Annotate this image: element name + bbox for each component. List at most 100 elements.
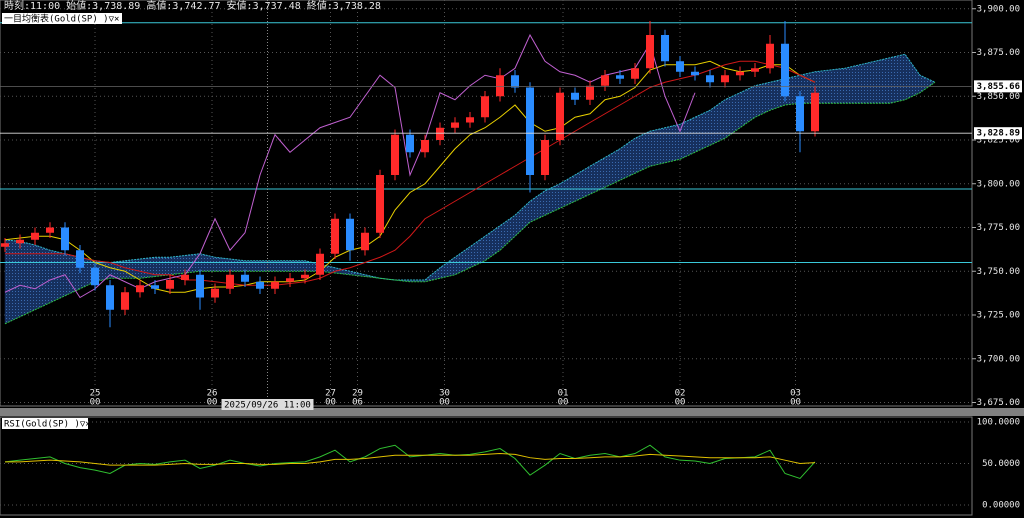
candle-body bbox=[16, 239, 24, 244]
candle-body bbox=[151, 285, 159, 289]
candle-body bbox=[181, 274, 189, 280]
candle-body bbox=[631, 68, 639, 79]
candle-body bbox=[556, 92, 564, 140]
y-tick-label: 100.0000 bbox=[977, 418, 1020, 428]
y-tick-label: 3,750.00 bbox=[977, 267, 1020, 277]
candle-body bbox=[46, 227, 54, 233]
cloud bbox=[829, 67, 846, 104]
y-tick-label: 3,700.00 bbox=[977, 354, 1020, 364]
x-tick-label: 26 bbox=[207, 389, 218, 399]
candle-body bbox=[196, 274, 204, 298]
candle-body bbox=[781, 43, 789, 97]
cloud bbox=[664, 123, 681, 164]
candle-body bbox=[166, 280, 174, 289]
cloud bbox=[4, 239, 21, 325]
crosshair-label-bg bbox=[221, 399, 314, 410]
candle-body bbox=[241, 274, 249, 282]
candle-body bbox=[601, 75, 609, 86]
candle-body bbox=[751, 68, 759, 72]
candle-body bbox=[421, 140, 429, 153]
candle-body bbox=[586, 85, 594, 100]
x-tick-label: 00 bbox=[90, 398, 101, 408]
cloud bbox=[214, 256, 231, 272]
candle-body bbox=[391, 134, 399, 175]
cloud bbox=[859, 60, 876, 104]
cloud bbox=[889, 53, 906, 104]
candle-body bbox=[661, 35, 669, 62]
candle-body bbox=[316, 253, 324, 275]
y-tick-label: 0.00000 bbox=[982, 501, 1020, 511]
candle-body bbox=[676, 61, 684, 72]
candle-body bbox=[526, 87, 534, 175]
indicator-line bbox=[4, 33, 696, 299]
senkou-span-b bbox=[4, 81, 936, 325]
rsi-line bbox=[4, 444, 816, 480]
candle-body bbox=[91, 267, 99, 286]
senkou-span-a bbox=[4, 53, 936, 281]
y-tick-label: 3,900.00 bbox=[977, 4, 1020, 14]
candle-body bbox=[796, 96, 804, 132]
cloud bbox=[844, 64, 861, 104]
rsi-tag[interactable]: RSI(Gold(SP) )▽× bbox=[4, 420, 91, 430]
candle-body bbox=[256, 281, 264, 289]
candle-body bbox=[211, 288, 219, 298]
indicator-tag[interactable]: 一目均衡表(Gold(SP) )▽× bbox=[4, 13, 119, 25]
candle-body bbox=[61, 227, 69, 251]
candle-body bbox=[286, 278, 294, 282]
rsi-line bbox=[5, 453, 816, 466]
x-tick-label: 00 bbox=[325, 398, 336, 408]
indicator-tag-bg[interactable] bbox=[2, 13, 122, 24]
x-tick-label: 06 bbox=[352, 398, 363, 408]
candle-body bbox=[691, 71, 699, 76]
cloud bbox=[154, 257, 171, 277]
y-tick-label: 3,775.00 bbox=[977, 223, 1020, 233]
candle-body bbox=[226, 274, 234, 289]
x-tick-label: 00 bbox=[790, 398, 801, 408]
candle-body bbox=[481, 96, 489, 118]
candle-body bbox=[721, 75, 729, 83]
x-tick-label: 00 bbox=[675, 398, 686, 408]
candle-body bbox=[121, 292, 129, 310]
cloud bbox=[169, 255, 186, 276]
x-tick-label: 27 bbox=[325, 389, 336, 399]
x-tick-label: 30 bbox=[439, 389, 450, 399]
y-tick-label: 3,725.00 bbox=[977, 311, 1020, 321]
rsi-tag-bg[interactable] bbox=[2, 418, 88, 429]
y-tick-label: 3,875.00 bbox=[977, 48, 1020, 58]
main-frame bbox=[0, 0, 973, 407]
candle-body bbox=[466, 117, 474, 123]
candle-body bbox=[616, 75, 624, 79]
candle-body bbox=[766, 43, 774, 69]
candle-body bbox=[376, 175, 384, 233]
candle-body bbox=[406, 134, 414, 153]
candle-body bbox=[346, 218, 354, 251]
y-tick-label: 3,800.00 bbox=[977, 179, 1020, 189]
x-tick-label: 03 bbox=[790, 389, 801, 399]
candle-body bbox=[301, 274, 309, 279]
cloud bbox=[19, 241, 36, 318]
candle-body bbox=[811, 92, 819, 132]
candle-body bbox=[136, 285, 144, 293]
cloud bbox=[34, 244, 51, 311]
x-tick-label: 29 bbox=[352, 389, 363, 399]
candle-body bbox=[511, 75, 519, 88]
price-label-bg bbox=[974, 127, 1022, 140]
x-tick-label: 25 bbox=[90, 389, 101, 399]
x-tick-label: 01 bbox=[558, 389, 569, 399]
candle-body bbox=[706, 75, 714, 83]
candle-body bbox=[1, 243, 9, 247]
candle-body bbox=[106, 285, 114, 310]
cloud bbox=[874, 57, 891, 104]
candle-body bbox=[646, 35, 654, 69]
y-tick-label: 3,825.00 bbox=[977, 136, 1020, 146]
candle-body bbox=[31, 232, 39, 240]
price-label: 3,828.89 bbox=[977, 129, 1020, 139]
rsi-frame bbox=[0, 416, 973, 516]
candle-body bbox=[331, 218, 339, 254]
candle-body bbox=[271, 281, 279, 289]
price-label: 3,855.66 bbox=[977, 82, 1020, 92]
cloud bbox=[49, 249, 66, 304]
x-tick-label: 02 bbox=[675, 389, 686, 399]
header: 時刻:11:00 始値:3,738.89 高値:3,742.77 安値:3,73… bbox=[4, 0, 381, 12]
